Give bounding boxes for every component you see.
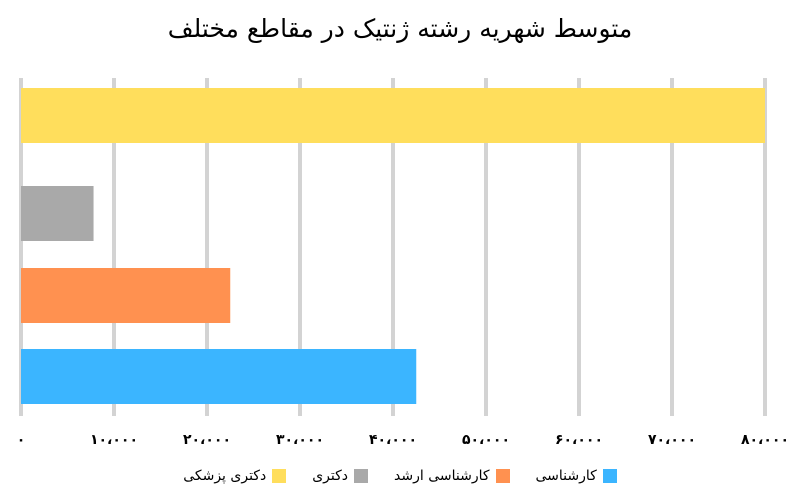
- x-tick-label: ۰: [17, 432, 26, 448]
- x-tick-label: ۱۰،۰۰۰: [90, 432, 138, 448]
- legend-swatch: [495, 469, 510, 483]
- x-tick-label: ۸۰،۰۰۰: [741, 432, 789, 448]
- x-tick-label: ۵۰،۰۰۰: [462, 432, 510, 448]
- x-tick-label: ۳۰،۰۰۰: [276, 432, 324, 448]
- legend-label: کارشناسی ارشد: [394, 468, 490, 484]
- legend-swatch: [354, 469, 369, 483]
- x-tick-label: ۷۰،۰۰۰: [648, 432, 696, 448]
- legend-item: کارشناسی ارشد: [394, 468, 510, 484]
- bar: [21, 268, 231, 323]
- x-tick-label: ۴۰،۰۰۰: [369, 432, 417, 448]
- bar: [21, 88, 765, 143]
- bar: [21, 186, 94, 241]
- bar: [21, 349, 417, 404]
- legend-label: کارشناسی: [535, 468, 597, 484]
- x-tick-label: ۶۰،۰۰۰: [555, 432, 603, 448]
- legend-item: کارشناسی: [536, 468, 617, 484]
- legend-item: دکتری پزشکی: [183, 468, 287, 484]
- bars: [21, 88, 765, 404]
- legend-swatch: [602, 469, 617, 483]
- chart-title: متوسط شهریه رشته ژنتیک در مقاطع مختلف: [167, 14, 633, 43]
- x-tick-label: ۲۰،۰۰۰: [183, 432, 231, 448]
- legend-label: دکتری: [312, 468, 349, 484]
- x-axis-ticks: ۰ ۱۰،۰۰۰ ۲۰،۰۰۰ ۳۰،۰۰۰ ۴۰،۰۰۰ ۵۰،۰۰۰ ۶۰،۰۰۰ ۷۰،…: [17, 432, 789, 448]
- legend-item: دکتری: [312, 468, 369, 484]
- legend: کارشناسی کارشناسی ارشد دکتری دکتری پزشکی: [0, 468, 800, 484]
- legend-swatch: [272, 469, 287, 483]
- legend-label: دکتری پزشکی: [183, 468, 267, 484]
